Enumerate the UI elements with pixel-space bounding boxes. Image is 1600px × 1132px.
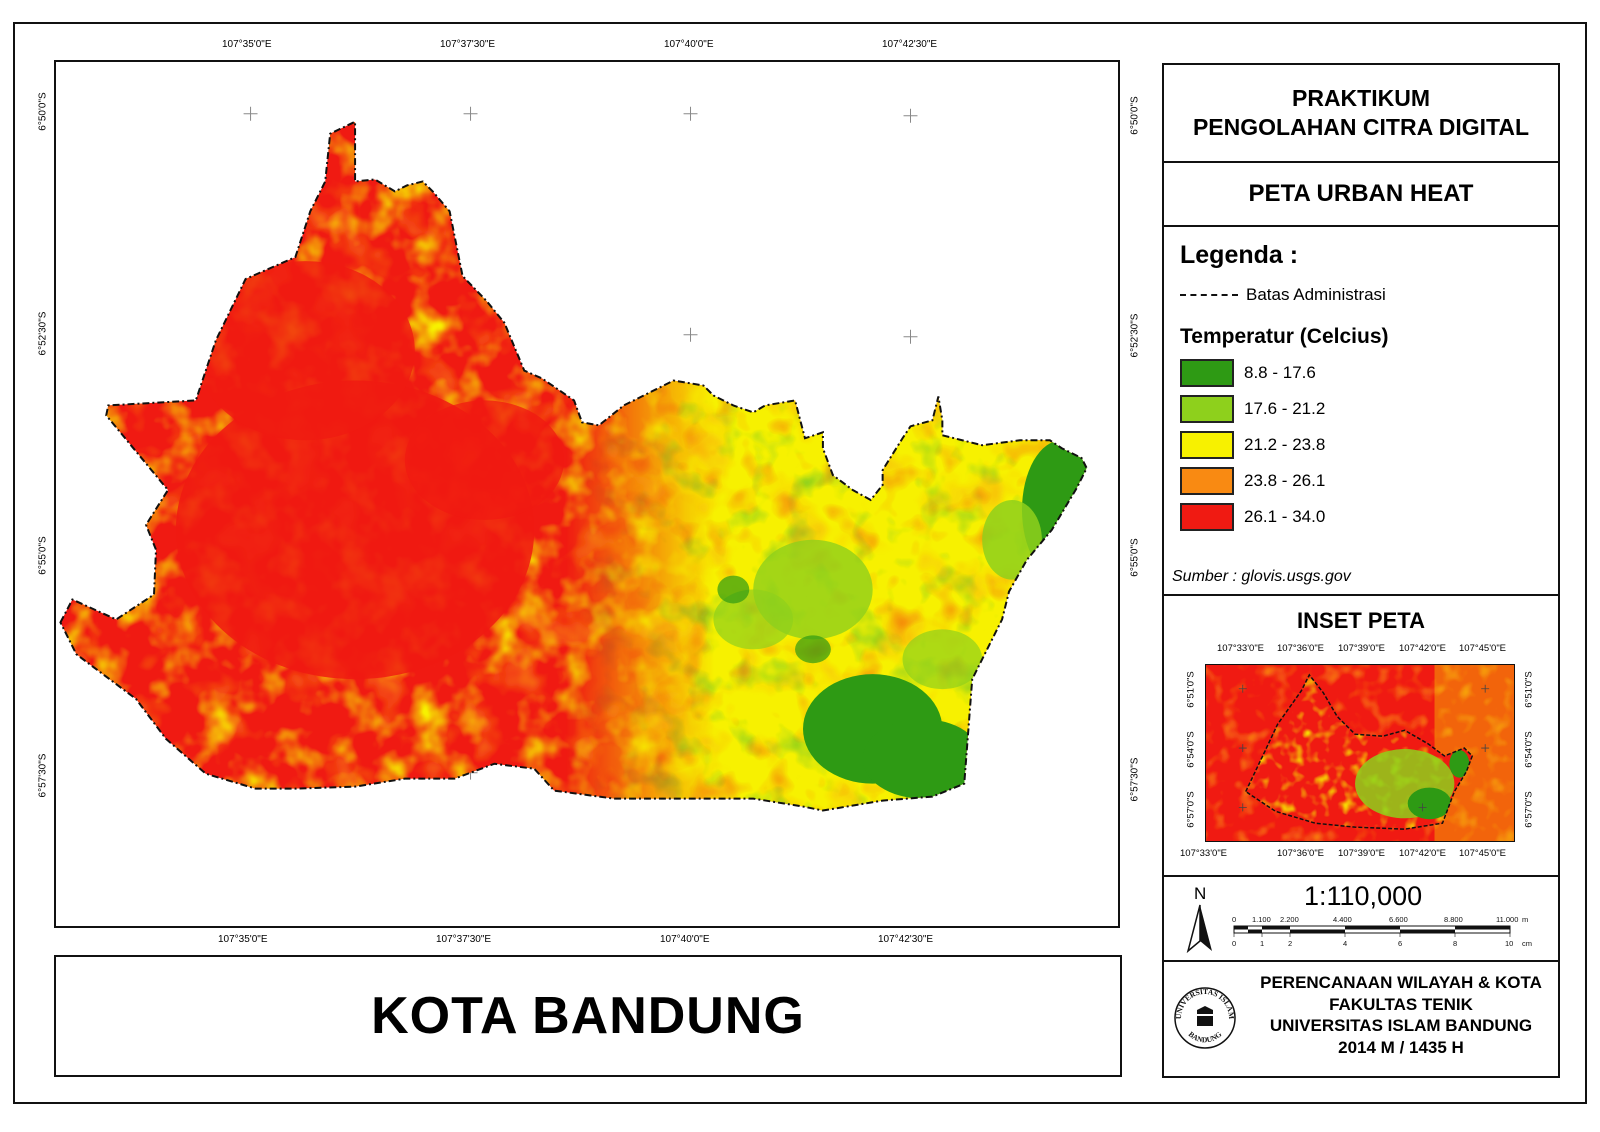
swatch-class-1 — [1180, 359, 1234, 387]
svg-text:6: 6 — [1398, 939, 1402, 948]
institution-text: PERENCANAAN WILAYAH & KOTA FAKULTAS TENI… — [1240, 972, 1562, 1058]
temperature-heading: Temperatur (Celcius) — [1180, 325, 1389, 348]
inset-lon-top: 107°36'0"E — [1277, 643, 1325, 654]
dash-dot-line-icon — [1180, 294, 1238, 296]
course-header: PRAKTIKUM PENGOLAHAN CITRA DIGITAL — [1164, 65, 1558, 163]
svg-text:4.400: 4.400 — [1333, 915, 1352, 924]
svg-text:0: 0 — [1232, 915, 1236, 924]
lat-label-left: 6°57'30"S — [37, 753, 49, 798]
legend-range: 23.8 - 26.1 — [1244, 471, 1326, 490]
svg-text:11.000: 11.000 — [1496, 915, 1518, 924]
lat-label-left: 6°52'30"S — [37, 311, 49, 356]
urban-heat-map — [59, 106, 1088, 812]
map-title-box: KOTA BANDUNG — [54, 955, 1122, 1077]
svg-text:1.100: 1.100 — [1252, 915, 1271, 924]
legend-range: 17.6 - 21.2 — [1244, 399, 1326, 418]
scale-bar: 0 1.100 2.200 4.400 6.600 8.800 11.000 m… — [1232, 915, 1532, 948]
lon-label-top: 107°37'30"E — [440, 39, 496, 50]
lon-label-top: 107°42'30"E — [882, 39, 938, 50]
legend-range: 21.2 - 23.8 — [1244, 435, 1326, 454]
inset-lat-right: 6°51'0"S — [1523, 671, 1535, 708]
inset-lon-top: 107°33'0"E — [1217, 643, 1265, 654]
lon-label-bottom: 107°37'30"E — [436, 934, 492, 945]
inset-lon-bottom: 107°42'0"E — [1399, 848, 1447, 859]
main-map-frame: 107°35'0"E 107°37'30"E 107°40'0"E 107°42… — [38, 39, 1141, 945]
legend-range: 26.1 - 34.0 — [1244, 507, 1326, 526]
swatch-class-5 — [1180, 503, 1234, 531]
lon-label-bottom: 107°42'30"E — [878, 934, 934, 945]
north-arrow-icon: N — [1186, 884, 1212, 954]
swatch-class-4 — [1180, 467, 1234, 495]
lat-label-right: 6°52'30"S — [1129, 313, 1141, 358]
svg-text:m: m — [1522, 915, 1528, 924]
inset-map — [1205, 664, 1515, 842]
course-line-1: PRAKTIKUM — [1292, 85, 1430, 111]
inset-title: INSET PETA — [1297, 608, 1425, 633]
legend-admin-boundary: Batas Administrasi — [1180, 285, 1386, 305]
inset-lon-top: 107°45'0"E — [1459, 643, 1507, 654]
svg-text:8.800: 8.800 — [1444, 915, 1463, 924]
svg-text:2: 2 — [1288, 939, 1292, 948]
temperature-classes: 8.8 - 17.6 17.6 - 21.2 21.2 - 23.8 23.8 … — [1180, 355, 1325, 535]
inset-lon-bottom: 107°45'0"E — [1459, 848, 1507, 859]
lon-label-bottom: 107°40'0"E — [660, 934, 710, 945]
inset-lon-bottom: 107°39'0"E — [1338, 848, 1386, 859]
svg-text:N: N — [1194, 884, 1206, 903]
institution-line: FAKULTAS TENIK — [1329, 994, 1473, 1014]
legend-range: 8.8 - 17.6 — [1244, 363, 1316, 382]
lon-label-bottom: 107°35'0"E — [218, 934, 268, 945]
inset-lon-bottom: 107°36'0"E — [1277, 848, 1325, 859]
legend: Legenda : Batas Administrasi Temperatur … — [1164, 227, 1558, 596]
legend-item: 8.8 - 17.6 — [1180, 355, 1325, 391]
lat-label-left: 6°55'0"S — [37, 536, 49, 575]
university-logo-icon: UNIVERSITAS ISLAM BANDUNG — [1174, 987, 1236, 1049]
inset-lon-bottom: 107°33'0"E — [1180, 848, 1228, 859]
map-subject: PETA URBAN HEAT — [1248, 180, 1474, 207]
svg-text:2.200: 2.200 — [1280, 915, 1299, 924]
inset-lat-left: 6°54'0"S — [1185, 731, 1197, 768]
inset-lat-left: 6°57'0"S — [1185, 791, 1197, 828]
inset-lon-top: 107°42'0"E — [1399, 643, 1447, 654]
legend-item: 21.2 - 23.8 — [1180, 427, 1325, 463]
svg-text:1: 1 — [1260, 939, 1264, 948]
data-source: Sumber : glovis.usgs.gov — [1172, 568, 1351, 585]
map-sheet-border — [13, 22, 1587, 1104]
institution-section: UNIVERSITAS ISLAM BANDUNG PERENCANAAN WI… — [1164, 962, 1558, 1078]
lon-label-top: 107°40'0"E — [664, 39, 714, 50]
institution-line: 2014 M / 1435 H — [1338, 1037, 1464, 1057]
svg-text:6.600: 6.600 — [1389, 915, 1408, 924]
legend-item: 23.8 - 26.1 — [1180, 463, 1325, 499]
scale-ratio: 1:110,000 — [1304, 881, 1423, 911]
lon-label-top: 107°35'0"E — [222, 39, 272, 50]
inset-lat-right: 6°54'0"S — [1523, 731, 1535, 768]
svg-text:4: 4 — [1343, 939, 1347, 948]
svg-text:BANDUNG: BANDUNG — [1187, 1030, 1224, 1045]
temperature-raster — [60, 121, 1087, 811]
svg-text:cm: cm — [1522, 939, 1532, 948]
lat-label-right: 6°55'0"S — [1129, 538, 1141, 577]
inset-lat-right: 6°57'0"S — [1523, 791, 1535, 828]
svg-text:10: 10 — [1505, 939, 1513, 948]
lat-label-left: 6°50'0"S — [37, 92, 49, 131]
lat-label-right: 6°50'0"S — [1129, 96, 1141, 135]
institution-line: PERENCANAAN WILAYAH & KOTA — [1260, 973, 1542, 992]
admin-boundary-label: Batas Administrasi — [1246, 285, 1386, 304]
swatch-class-2 — [1180, 395, 1234, 423]
inset-lon-top: 107°39'0"E — [1338, 643, 1386, 654]
legend-heading: Legenda : — [1180, 241, 1299, 269]
inset-lat-left: 6°51'0"S — [1185, 671, 1197, 708]
scale-section: N 1:110,000 0 1.100 2.200 4.400 6.600 8.… — [1164, 877, 1558, 962]
inset-map-section: INSET PETA 107°33'0"E 107°36'0"E 107°39'… — [1164, 596, 1558, 877]
legend-item: 26.1 - 34.0 — [1180, 499, 1325, 535]
map-subject-header: PETA URBAN HEAT — [1164, 163, 1558, 227]
svg-text:0: 0 — [1232, 939, 1236, 948]
lat-label-right: 6°57'30"S — [1129, 757, 1141, 802]
map-title: KOTA BANDUNG — [371, 987, 805, 1045]
legend-item: 17.6 - 21.2 — [1180, 391, 1325, 427]
institution-line: UNIVERSITAS ISLAM BANDUNG — [1269, 1016, 1533, 1035]
svg-text:8: 8 — [1453, 939, 1457, 948]
swatch-class-3 — [1180, 431, 1234, 459]
course-line-2: PENGOLAHAN CITRA DIGITAL — [1192, 114, 1530, 140]
side-panel: PRAKTIKUM PENGOLAHAN CITRA DIGITAL PETA … — [1162, 63, 1560, 1078]
